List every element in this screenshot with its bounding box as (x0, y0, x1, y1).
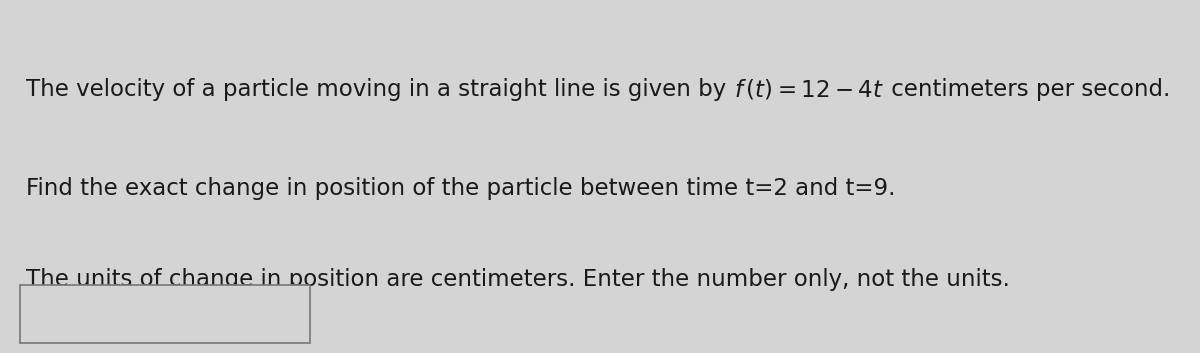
Text: Find the exact change in position of the particle between time t=2 and t=9.: Find the exact change in position of the… (26, 176, 896, 199)
FancyBboxPatch shape (20, 285, 310, 343)
Text: The velocity of a particle moving in a straight line is given by: The velocity of a particle moving in a s… (26, 78, 734, 101)
Text: $f\,(t) = 12 - 4t$: $f\,(t) = 12 - 4t$ (734, 78, 884, 102)
Text: centimeters per second.: centimeters per second. (884, 78, 1170, 101)
Text: The units of change in position are centimeters. Enter the number only, not the : The units of change in position are cent… (26, 268, 1010, 291)
